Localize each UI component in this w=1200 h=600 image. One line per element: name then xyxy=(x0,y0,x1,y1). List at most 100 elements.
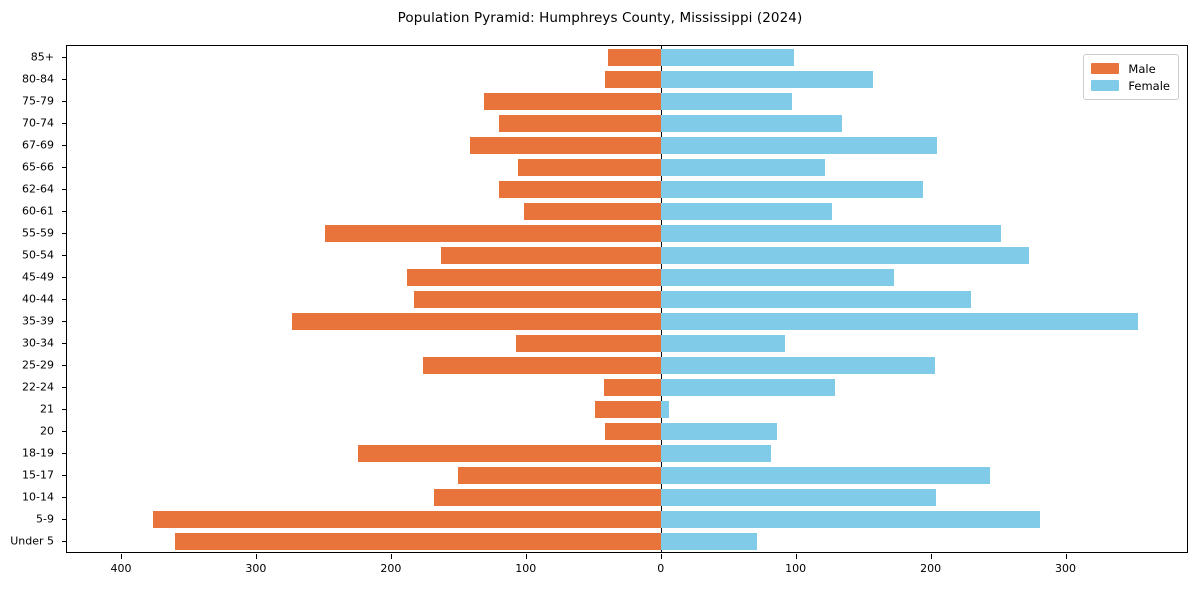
y-axis-tick xyxy=(62,453,67,454)
y-axis-tick xyxy=(62,277,67,278)
y-axis-tick xyxy=(62,321,67,322)
y-axis-label-18-19: 18-19 xyxy=(22,446,54,460)
y-axis-label-55-59: 55-59 xyxy=(22,226,54,240)
y-axis-tick xyxy=(62,299,67,300)
y-axis-tick xyxy=(62,167,67,168)
bar-male-5-9 xyxy=(153,510,661,528)
y-axis-label-60-61: 60-61 xyxy=(22,204,54,218)
y-axis-label-30-34: 30-34 xyxy=(22,336,54,350)
bar-female-62-64 xyxy=(660,180,923,198)
bar-male-50-54 xyxy=(440,246,661,264)
bar-female-75-79 xyxy=(660,92,792,110)
chart-title: Population Pyramid: Humphreys County, Mi… xyxy=(397,10,803,26)
x-axis-tick xyxy=(930,554,932,559)
y-axis-label-50-54: 50-54 xyxy=(22,248,54,262)
bar-male-45-49 xyxy=(407,268,661,286)
y-axis-tick xyxy=(62,541,67,542)
bar-female-40-44 xyxy=(660,290,972,308)
legend-item-female[interactable]: Female xyxy=(1091,77,1170,94)
y-axis-label-22-24: 22-24 xyxy=(22,380,54,394)
y-axis-tick xyxy=(62,57,67,58)
bar-male-70-74 xyxy=(498,114,661,132)
y-axis-tick xyxy=(62,343,67,344)
y-axis-label-20: 20 xyxy=(40,424,54,438)
y-axis-label-85+: 85+ xyxy=(30,50,54,64)
bar-female-18-19 xyxy=(660,444,772,462)
bar-male-21 xyxy=(594,400,661,418)
y-axis-tick xyxy=(62,255,67,256)
y-axis-tick xyxy=(62,409,67,410)
x-axis-label-1: 300 xyxy=(245,562,267,575)
y-axis-tick xyxy=(62,233,67,234)
y-axis-tick xyxy=(62,475,67,476)
y-axis-label-62-64: 62-64 xyxy=(22,182,54,196)
y-axis-label-21: 21 xyxy=(40,402,54,416)
bar-male-15-17 xyxy=(458,466,661,484)
x-axis-label-4: 0 xyxy=(657,562,665,575)
y-axis-label-70-74: 70-74 xyxy=(22,116,54,130)
y-axis-label-under-5: Under 5 xyxy=(10,534,54,548)
chart-legend: Male Female xyxy=(1083,54,1179,100)
plot-area: Under 5 5-9 10-14 15-17 18-19 20 21 22-24 25-29 3… xyxy=(10,45,1188,575)
y-axis-tick xyxy=(62,431,67,432)
legend-item-male[interactable]: Male xyxy=(1091,60,1170,77)
y-axis-tick xyxy=(62,365,67,366)
x-axis-tick xyxy=(660,554,662,559)
y-axis-tick xyxy=(62,101,67,102)
y-axis-label-15-17: 15-17 xyxy=(22,468,54,482)
bar-female-85+ xyxy=(660,48,795,66)
bar-female-25-29 xyxy=(660,356,935,374)
legend-label-male: Male xyxy=(1128,61,1156,76)
bar-male-55-59 xyxy=(324,224,661,242)
bar-female-65-66 xyxy=(660,158,826,176)
bar-female-15-17 xyxy=(660,466,990,484)
bar-female-20 xyxy=(660,422,777,440)
bar-female-21 xyxy=(660,400,669,418)
bar-female-67-69 xyxy=(660,136,938,154)
bar-female-10-14 xyxy=(660,488,936,506)
y-axis-tick xyxy=(62,123,67,124)
y-axis-label-67-69: 67-69 xyxy=(22,138,54,152)
bar-male-18-19 xyxy=(358,444,661,462)
bar-male-60-61 xyxy=(524,202,661,220)
bar-male-22-24 xyxy=(604,378,661,396)
bar-male-10-14 xyxy=(434,488,661,506)
y-axis-tick xyxy=(62,519,67,520)
x-axis-label-2: 200 xyxy=(380,562,402,575)
bar-male-40-44 xyxy=(413,290,661,308)
y-axis-tick xyxy=(62,145,67,146)
bar-male-67-69 xyxy=(470,136,661,154)
bar-female-22-24 xyxy=(660,378,835,396)
x-axis-tick xyxy=(1065,554,1067,559)
bar-male-62-64 xyxy=(498,180,661,198)
bar-male-30-34 xyxy=(516,334,661,352)
x-axis-tick xyxy=(120,554,122,559)
bar-female-under-5 xyxy=(660,532,757,550)
bar-male-85+ xyxy=(608,48,661,66)
x-axis-label-5: 100 xyxy=(785,562,807,575)
bar-female-80-84 xyxy=(660,70,873,88)
bar-female-70-74 xyxy=(660,114,842,132)
x-axis-label-3: 100 xyxy=(515,562,537,575)
bar-male-25-29 xyxy=(423,356,661,374)
bar-female-5-9 xyxy=(660,510,1040,528)
y-axis-label-25-29: 25-29 xyxy=(22,358,54,372)
y-axis-label-45-49: 45-49 xyxy=(22,270,54,284)
bar-male-80-84 xyxy=(605,70,661,88)
bar-female-45-49 xyxy=(660,268,895,286)
y-axis-tick xyxy=(62,79,67,80)
bar-female-50-54 xyxy=(660,246,1030,264)
x-axis-label-7: 300 xyxy=(1055,562,1077,575)
x-axis-tick xyxy=(525,554,527,559)
bar-male-75-79 xyxy=(483,92,661,110)
y-axis-label-40-44: 40-44 xyxy=(22,292,54,306)
bar-male-65-66 xyxy=(517,158,661,176)
y-axis-tick xyxy=(62,387,67,388)
y-axis-tick xyxy=(62,211,67,212)
legend-swatch-male xyxy=(1091,63,1120,74)
y-axis-label-80-84: 80-84 xyxy=(22,72,54,86)
y-axis-tick xyxy=(62,497,67,498)
x-axis-tick xyxy=(390,554,392,559)
bar-female-55-59 xyxy=(660,224,1001,242)
y-axis-label-10-14: 10-14 xyxy=(22,490,54,504)
